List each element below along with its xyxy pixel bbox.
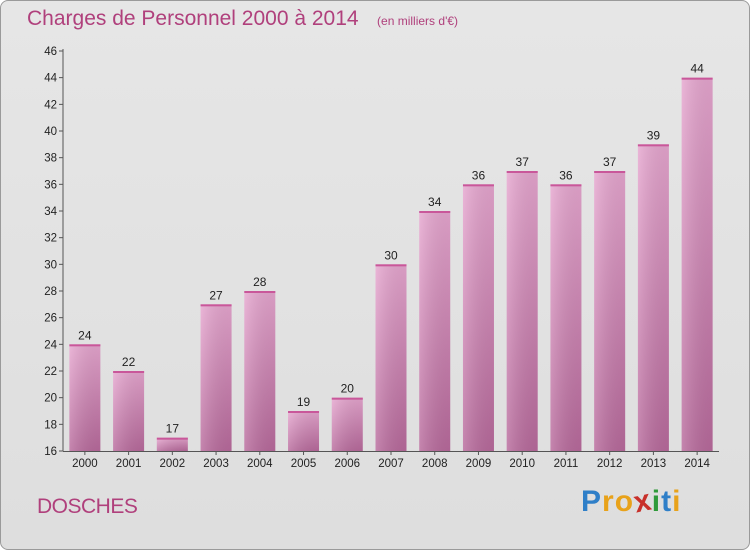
logo-letter: o — [614, 485, 635, 518]
data-label: 20 — [341, 382, 355, 396]
bar-top-edge — [244, 291, 276, 293]
x-tick-label: 2005 — [291, 458, 317, 470]
y-tick-label: 34 — [44, 206, 57, 218]
bar-shine — [156, 437, 188, 451]
data-label: 36 — [559, 168, 573, 182]
data-label: 37 — [603, 155, 617, 169]
bar-top-edge — [113, 371, 145, 373]
y-tick-label: 16 — [44, 446, 57, 458]
data-label: 19 — [297, 395, 311, 409]
y-tick-label: 24 — [44, 339, 57, 351]
data-label: 34 — [428, 195, 442, 209]
bar-shine — [113, 371, 145, 451]
x-tick-label: 2009 — [466, 458, 492, 470]
x-tick-label: 2000 — [72, 458, 98, 470]
chart-subtitle: (en milliers d'€) — [377, 14, 459, 28]
bar-shine — [331, 397, 363, 451]
y-tick-label: 28 — [44, 286, 57, 298]
bar-top-edge — [462, 184, 494, 187]
bar-shine — [681, 77, 713, 452]
x-tick-label: 2007 — [378, 458, 404, 470]
bar-shine — [375, 264, 407, 451]
bar-shine — [69, 344, 101, 451]
x-tick-label: 2008 — [422, 458, 448, 470]
logo-letter: t — [661, 485, 673, 518]
x-tick-label: 2002 — [160, 458, 186, 470]
data-label: 37 — [516, 155, 530, 169]
bar-top-edge — [156, 437, 188, 440]
bar-top-edge — [288, 411, 320, 413]
bar-top-edge — [506, 171, 538, 173]
commune-name: DOSCHES — [37, 495, 138, 518]
y-tick-label: 38 — [44, 153, 57, 165]
bar-top-edge — [681, 77, 713, 80]
bar-shine — [594, 171, 626, 451]
bar-shine — [506, 171, 538, 451]
logo-letter: i — [672, 485, 682, 518]
x-tick-label: 2010 — [509, 458, 535, 470]
bar-top-edge — [200, 304, 232, 307]
data-label: 22 — [122, 355, 136, 369]
bar-top-edge — [637, 144, 669, 147]
chart-labels: 2000 24 2001 22 2002 17 2003 27 2004 28 2005 19 2006… — [72, 62, 710, 470]
data-label: 17 — [166, 422, 180, 436]
bar-shine — [419, 211, 451, 451]
y-tick-label: 40 — [44, 126, 57, 138]
bar-shine — [244, 291, 276, 451]
y-tick-label: 26 — [44, 313, 57, 325]
data-label: 24 — [78, 328, 92, 342]
x-tick-label: 2004 — [247, 458, 273, 470]
data-label: 30 — [384, 248, 398, 262]
y-tick-label: 30 — [44, 259, 57, 271]
x-tick-label: 2014 — [684, 458, 710, 470]
bar-shine — [462, 184, 494, 452]
bar-top-edge — [375, 264, 407, 267]
x-tick-label: 2006 — [334, 458, 360, 470]
y-tick-label: 44 — [44, 73, 57, 85]
y-tick-label: 22 — [44, 366, 57, 378]
x-tick-label: 2011 — [554, 458, 579, 470]
chart-title: Charges de Personnel 2000 à 2014 — [27, 7, 359, 30]
data-label: 28 — [253, 275, 267, 289]
x-tick-label: 2012 — [597, 458, 623, 470]
chart-bars — [69, 77, 713, 452]
data-label: 27 — [209, 288, 223, 302]
y-tick-label: 18 — [44, 419, 57, 431]
y-tick-label: 46 — [44, 46, 57, 58]
bar-shine — [200, 304, 232, 451]
y-tick-label: 36 — [44, 179, 57, 191]
bar-top-edge — [331, 397, 363, 400]
logo-letter: P — [581, 485, 603, 518]
logo-letter: i — [651, 485, 662, 518]
bar-top-edge — [69, 344, 101, 347]
chart-axes: 16 18 20 22 24 26 28 30 32 34 36 38 40 42 44 46 — [44, 46, 719, 458]
title-row: Charges de Personnel 2000 à 2014 (en mil… — [27, 7, 458, 31]
bar-shine — [288, 411, 320, 451]
y-tick-label: 20 — [44, 393, 57, 405]
bar-top-edge — [419, 211, 451, 213]
data-label: 39 — [647, 128, 661, 142]
bar-shine — [637, 144, 669, 452]
x-tick-label: 2001 — [116, 458, 142, 470]
proxiti-logo: Proxiti — [581, 484, 682, 520]
y-tick-label: 42 — [44, 99, 57, 111]
data-label: 44 — [690, 62, 704, 76]
x-tick-label: 2003 — [203, 458, 229, 470]
logo-letter: r — [602, 485, 615, 518]
bar-shine — [550, 184, 582, 452]
x-tick-label: 2013 — [641, 458, 667, 470]
y-tick-label: 32 — [44, 233, 57, 245]
bar-top-edge — [550, 184, 582, 187]
data-label: 36 — [472, 168, 486, 182]
bar-top-edge — [594, 171, 626, 173]
